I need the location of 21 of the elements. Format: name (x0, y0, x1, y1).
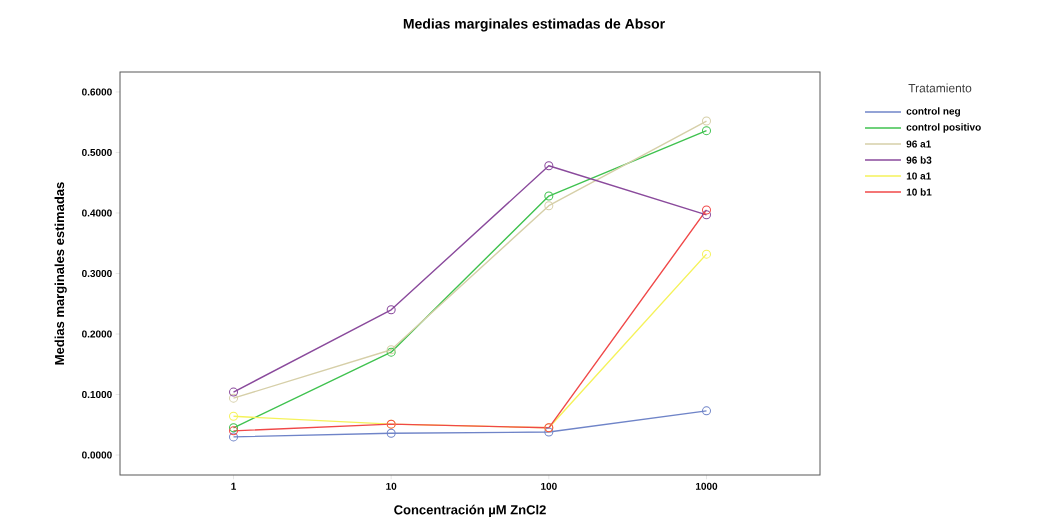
x-tick-label: 1 (231, 482, 237, 490)
x-tick-label: 100 (541, 482, 557, 490)
y-tick-label: 0.1000 (82, 390, 112, 399)
legend-label: 10 a1 (906, 172, 931, 180)
legend-label: 96 a1 (906, 140, 931, 148)
x-tick-label: 10 (386, 482, 397, 490)
y-tick-label: 0.5000 (82, 148, 112, 157)
chart-title: Medias marginales estimadas de Absor (403, 18, 665, 32)
y-tick-label: 0.0000 (82, 451, 112, 459)
legend-label: 96 b3 (906, 156, 932, 164)
y-tick-label: 0.6000 (82, 88, 112, 96)
x-axis-title: Concentración µM ZnCl2 (394, 504, 546, 517)
legend-label: 10 b1 (906, 188, 932, 196)
y-tick-label: 0.2000 (82, 330, 112, 338)
y-axis-title: Medias marginales estimadas (54, 182, 67, 365)
legend-label: control positivo (906, 123, 981, 133)
legend-label: control neg (906, 107, 960, 117)
legend-title: Tratamiento (908, 83, 972, 93)
y-tick-label: 0.3000 (82, 269, 112, 278)
x-tick-label: 1000 (696, 482, 718, 490)
y-tick-label: 0.4000 (82, 209, 112, 217)
